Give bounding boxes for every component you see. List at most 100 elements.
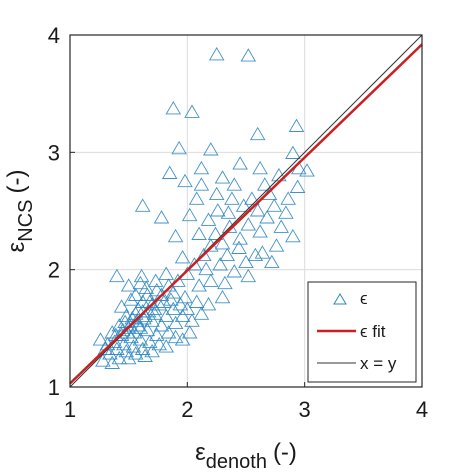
y-axis-label-unit: (-)	[3, 170, 30, 194]
data-point	[130, 318, 146, 332]
data-point	[252, 224, 268, 238]
data-point	[133, 268, 150, 283]
legend-marker-triangle	[333, 293, 347, 305]
data-point	[249, 203, 266, 217]
data-point	[240, 268, 257, 283]
data-point	[264, 254, 280, 269]
data-point	[238, 254, 254, 269]
data-point	[214, 289, 231, 304]
data-point	[111, 350, 128, 365]
data-point	[179, 301, 196, 316]
fit-line	[69, 43, 423, 385]
data-point	[210, 203, 226, 217]
legend-label-fit: ϵ fit	[360, 322, 386, 341]
plot-frame	[69, 34, 423, 388]
scatter-series	[92, 47, 315, 369]
data-point	[106, 334, 123, 348]
axis-ticks: 1 2 3 4 1 2 3 4	[48, 23, 428, 422]
data-point	[171, 140, 187, 155]
data-point	[109, 341, 125, 355]
data-point	[104, 355, 120, 369]
data-point	[132, 275, 149, 290]
data-point	[120, 350, 137, 365]
data-point	[240, 48, 257, 62]
data-point	[151, 336, 167, 351]
x-axis-label-unit: (-)	[273, 439, 297, 466]
x-axis-label-subscript: denoth	[206, 451, 267, 473]
data-point	[240, 217, 257, 231]
data-point	[285, 145, 301, 159]
data-point	[207, 226, 224, 240]
data-point	[186, 257, 203, 271]
data-point	[122, 318, 138, 332]
data-point	[172, 297, 189, 311]
data-point	[191, 278, 207, 292]
data-point	[198, 261, 214, 276]
data-point	[273, 219, 289, 233]
data-point	[144, 343, 160, 358]
line-series	[69, 34, 423, 388]
data-point	[95, 353, 111, 367]
data-point	[191, 226, 207, 240]
data-point	[289, 179, 306, 193]
data-point	[193, 306, 210, 320]
data-point	[299, 163, 315, 177]
y-tick-label: 2	[48, 258, 60, 283]
x-tick-label: 1	[64, 397, 76, 422]
data-point	[184, 313, 200, 327]
data-point	[113, 299, 130, 313]
data-point	[232, 156, 248, 170]
data-point	[129, 313, 145, 327]
data-point	[102, 346, 118, 360]
data-point	[200, 212, 217, 226]
data-point	[214, 236, 231, 250]
data-point	[193, 160, 210, 175]
data-point	[92, 332, 109, 346]
data-point	[120, 278, 137, 292]
x-tick-label: 2	[181, 397, 193, 422]
data-point	[174, 332, 191, 346]
data-point	[203, 273, 219, 287]
legend-label-points: ϵ	[360, 289, 368, 308]
data-point	[158, 308, 174, 323]
data-point	[123, 292, 139, 306]
data-point	[196, 247, 212, 262]
data-point	[153, 318, 170, 332]
x-tick-label: 4	[416, 397, 428, 422]
data-point	[132, 332, 149, 346]
data-point	[130, 301, 146, 316]
data-point	[235, 198, 252, 212]
data-point	[116, 336, 132, 351]
data-point	[219, 247, 235, 262]
legend: ϵ ϵ fit x = y	[307, 281, 417, 383]
data-point	[167, 315, 184, 330]
data-point	[214, 170, 231, 184]
data-point	[160, 325, 177, 339]
data-point	[203, 142, 219, 156]
x-axis-label: εdenoth (-)	[195, 439, 297, 473]
data-point	[231, 240, 247, 254]
data-point	[184, 104, 200, 118]
data-point	[188, 294, 205, 308]
data-point	[158, 266, 174, 280]
data-point	[134, 198, 151, 212]
data-point	[161, 165, 178, 179]
x-axis-label-symbol: ε	[195, 439, 206, 466]
data-point	[123, 329, 139, 344]
data-point	[181, 325, 198, 339]
y-tick-label: 4	[48, 23, 60, 48]
data-point	[217, 275, 233, 290]
data-point	[174, 308, 191, 323]
data-point	[278, 205, 294, 219]
y-tick-label: 3	[48, 140, 60, 165]
data-point	[127, 346, 144, 360]
data-point	[177, 289, 193, 304]
data-point	[285, 228, 301, 243]
data-point	[224, 191, 240, 205]
data-point	[226, 177, 243, 191]
data-point	[147, 273, 164, 287]
data-point	[167, 329, 184, 344]
data-point	[109, 268, 125, 283]
data-point	[151, 297, 167, 311]
